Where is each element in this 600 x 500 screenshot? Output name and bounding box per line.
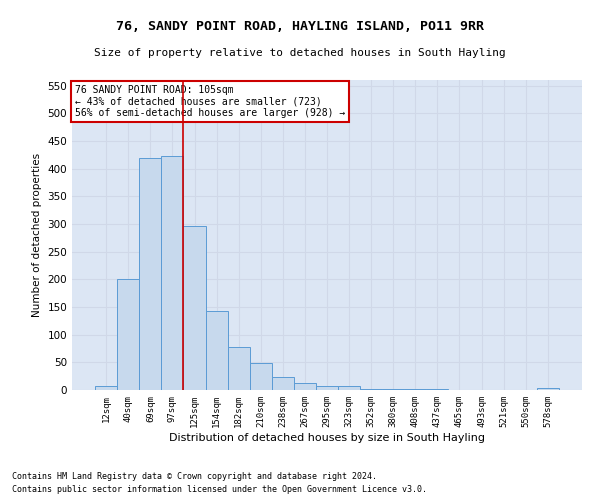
Text: 76 SANDY POINT ROAD: 105sqm
← 43% of detached houses are smaller (723)
56% of se: 76 SANDY POINT ROAD: 105sqm ← 43% of det…: [74, 84, 345, 118]
Bar: [227, 348, 250, 390]
Text: 76, SANDY POINT ROAD, HAYLING ISLAND, PO11 9RR: 76, SANDY POINT ROAD, HAYLING ISLAND, PO…: [116, 20, 484, 33]
Bar: [338, 386, 360, 390]
Bar: [161, 156, 184, 390]
Bar: [206, 311, 227, 390]
Text: Contains HM Land Registry data © Crown copyright and database right 2024.: Contains HM Land Registry data © Crown c…: [12, 472, 377, 481]
X-axis label: Distribution of detached houses by size in South Hayling: Distribution of detached houses by size …: [169, 432, 485, 442]
Bar: [139, 158, 161, 390]
Text: Contains public sector information licensed under the Open Government Licence v3: Contains public sector information licen…: [12, 485, 427, 494]
Bar: [382, 389, 404, 390]
Bar: [272, 378, 294, 390]
Bar: [184, 226, 206, 390]
Bar: [360, 389, 382, 390]
Bar: [95, 386, 117, 390]
Y-axis label: Number of detached properties: Number of detached properties: [32, 153, 42, 317]
Bar: [537, 388, 559, 390]
Bar: [316, 386, 338, 390]
Bar: [404, 389, 427, 390]
Bar: [117, 280, 139, 390]
Bar: [294, 384, 316, 390]
Bar: [250, 364, 272, 390]
Text: Size of property relative to detached houses in South Hayling: Size of property relative to detached ho…: [94, 48, 506, 58]
